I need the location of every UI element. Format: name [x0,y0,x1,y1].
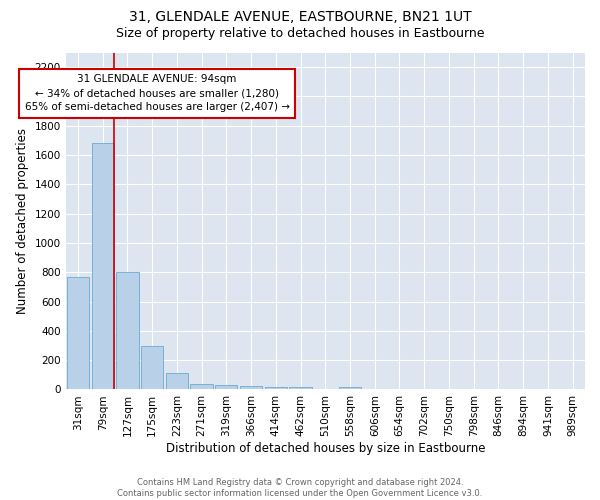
Bar [92,144,114,390]
X-axis label: Distribution of detached houses by size in Eastbourne: Distribution of detached houses by size … [166,442,485,455]
Bar [166,374,188,390]
Y-axis label: Number of detached properties: Number of detached properties [16,128,29,314]
Text: 31, GLENDALE AVENUE, EASTBOURNE, BN21 1UT: 31, GLENDALE AVENUE, EASTBOURNE, BN21 1U… [128,10,472,24]
Text: 31 GLENDALE AVENUE: 94sqm
← 34% of detached houses are smaller (1,280)
65% of se: 31 GLENDALE AVENUE: 94sqm ← 34% of detac… [25,74,290,112]
Bar [67,276,89,390]
Bar [215,385,238,390]
Bar [141,346,163,390]
Bar [116,272,139,390]
Bar [289,386,311,390]
Bar [190,384,213,390]
Text: Contains HM Land Registry data © Crown copyright and database right 2024.
Contai: Contains HM Land Registry data © Crown c… [118,478,482,498]
Text: Size of property relative to detached houses in Eastbourne: Size of property relative to detached ho… [116,28,484,40]
Bar [339,386,361,390]
Bar [265,386,287,390]
Bar [240,386,262,390]
